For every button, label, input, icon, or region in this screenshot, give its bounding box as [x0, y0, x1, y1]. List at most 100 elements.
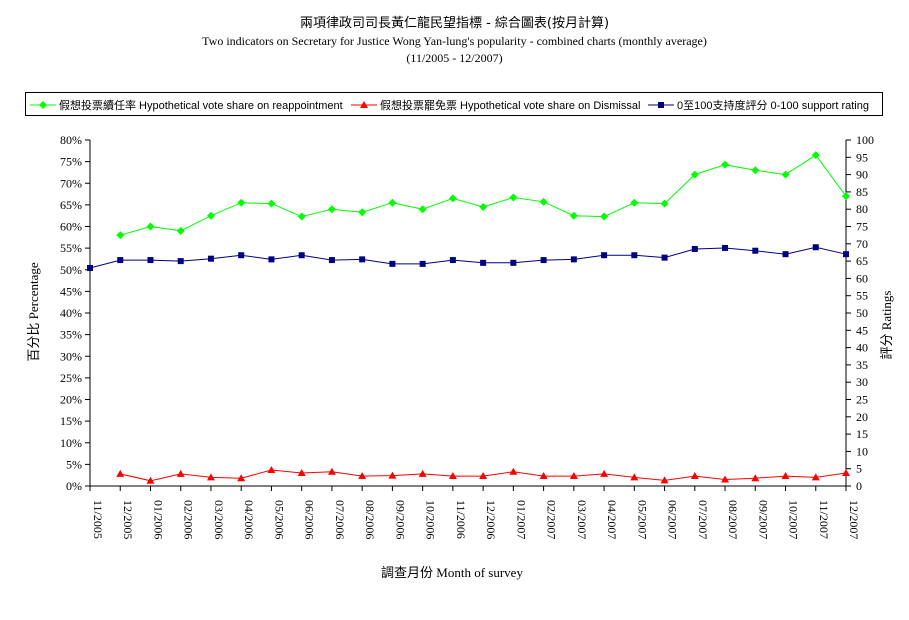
data-point-diamond [509, 193, 518, 202]
data-point-square [691, 245, 698, 252]
y-right-tick-label: 45 [856, 323, 868, 337]
data-point-triangle [509, 467, 518, 475]
data-point-diamond [751, 166, 760, 175]
data-point-square [207, 255, 214, 262]
data-point-diamond [327, 205, 336, 214]
data-point-diamond [842, 192, 850, 201]
data-point-square [752, 247, 759, 254]
data-point-square [843, 251, 849, 258]
data-point-triangle [842, 469, 850, 477]
x-tick-label: 05/2006 [272, 500, 286, 539]
x-tick-label: 10/2007 [787, 500, 801, 539]
data-point-diamond [539, 197, 548, 206]
x-tick-label: 12/2007 [847, 500, 861, 539]
data-point-square [661, 254, 668, 261]
y-left-tick-label: 70% [60, 176, 82, 190]
data-point-triangle [176, 469, 185, 477]
data-point-triangle [630, 473, 639, 481]
y-right-tick-label: 0 [856, 479, 862, 493]
x-tick-label: 09/2006 [393, 500, 407, 539]
series-line-0 [120, 154, 847, 236]
data-point-diamond [297, 212, 306, 221]
data-point-square [631, 252, 638, 259]
chart-series [87, 151, 850, 484]
data-point-diamond [146, 222, 155, 231]
data-point-triangle [811, 473, 820, 481]
data-point-square [510, 259, 517, 266]
data-point-square [540, 257, 547, 264]
y-left-tick-label: 20% [60, 393, 82, 407]
data-point-triangle [146, 476, 155, 484]
data-point-diamond [690, 170, 699, 179]
data-point-triangle [267, 465, 276, 473]
x-tick-label: 01/2007 [514, 500, 528, 539]
y-left-tick-label: 65% [60, 198, 82, 212]
data-point-triangle [660, 476, 669, 484]
y-right-tick-label: 80 [856, 202, 868, 216]
y-right-tick-label: 15 [856, 427, 868, 441]
y-right-tick-label: 75 [856, 220, 868, 234]
data-point-diamond [448, 194, 457, 203]
data-point-triangle [751, 474, 760, 482]
y-left-tick-label: 55% [60, 241, 82, 255]
y-axis-right-title: 評分 Ratings [879, 291, 894, 360]
legend-item-support-rating: 0至100支持度評分 0-100 support rating [648, 97, 869, 113]
data-point-square [389, 260, 396, 267]
x-tick-label: 06/2007 [666, 500, 680, 539]
x-tick-label: 08/2006 [363, 500, 377, 539]
data-point-diamond [388, 198, 397, 207]
data-point-triangle [327, 467, 336, 475]
data-point-square [238, 252, 245, 259]
x-tick-label: 10/2006 [424, 500, 438, 539]
legend-label-reappointment: 假想投票續任率 Hypothetical vote share on reapp… [59, 100, 343, 112]
y-left-tick-label: 75% [60, 155, 82, 169]
y-right-tick-label: 70 [856, 237, 868, 251]
data-point-triangle [388, 471, 397, 479]
legend-square-marker-icon [648, 102, 674, 108]
data-point-square [419, 260, 426, 267]
x-tick-label: 07/2006 [333, 500, 347, 539]
data-point-diamond [479, 203, 488, 212]
data-point-square [177, 258, 184, 265]
y-left-tick-label: 50% [60, 263, 82, 277]
data-point-square [87, 265, 93, 272]
chart-date-range: (11/2005 - 12/2007) [406, 51, 503, 65]
x-tick-label: 11/2006 [454, 500, 468, 539]
y-right-tick-label: 85 [856, 185, 868, 199]
y-left-tick-label: 25% [60, 371, 82, 385]
y-right-tick-label: 10 [856, 444, 868, 458]
legend-triangle-marker-icon [351, 101, 377, 108]
data-point-square [298, 252, 305, 259]
data-point-diamond [569, 211, 578, 220]
y-left-tick-label: 30% [60, 349, 82, 363]
data-point-triangle [479, 472, 488, 480]
x-axis-title: 調查月份 Month of survey [381, 565, 523, 580]
legend-item-dismissal: 假想投票罷免票 Hypothetical vote share on Dismi… [351, 97, 640, 113]
data-point-triangle [448, 472, 457, 480]
data-point-diamond [267, 199, 276, 208]
data-point-triangle [721, 475, 730, 483]
data-point-square [570, 256, 577, 263]
y-left-tick-label: 60% [60, 220, 82, 234]
data-point-triangle [206, 473, 215, 481]
data-point-diamond [811, 151, 820, 160]
data-point-diamond [630, 198, 639, 207]
data-point-triangle [358, 472, 367, 480]
y-left-tick-label: 45% [60, 284, 82, 298]
x-tick-label: 12/2006 [484, 500, 498, 539]
y-right-tick-label: 5 [856, 462, 862, 476]
x-tick-label: 12/2005 [121, 500, 135, 539]
data-point-triangle [418, 469, 427, 477]
y-left-tick-label: 5% [66, 457, 82, 471]
x-tick-label: 04/2006 [242, 500, 256, 539]
x-tick-label: 02/2006 [182, 500, 196, 539]
series-line-2 [89, 246, 847, 269]
y-right-tick-label: 60 [856, 271, 868, 285]
y-left-tick-label: 0% [66, 479, 82, 493]
y-right-tick-label: 40 [856, 341, 868, 355]
data-point-diamond [358, 208, 367, 217]
chart-legend: 假想投票續任率 Hypothetical vote share on reapp… [25, 92, 883, 116]
data-point-diamond [237, 198, 246, 207]
data-point-triangle [600, 469, 609, 477]
data-point-diamond [721, 160, 730, 169]
